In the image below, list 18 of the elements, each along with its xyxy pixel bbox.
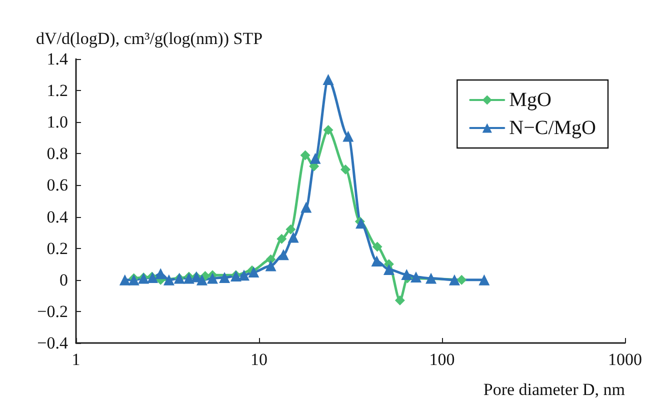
y-tick-label: −0.4 bbox=[37, 334, 68, 352]
x-tick-label: 100 bbox=[429, 350, 455, 369]
y-tick-label: 0.8 bbox=[46, 144, 68, 164]
y-tick-label: 0.6 bbox=[46, 176, 68, 195]
y-tick-label: 0 bbox=[60, 270, 68, 290]
y-tick-label: 1.4 bbox=[46, 50, 68, 68]
y-tick-label: −0.2 bbox=[37, 302, 68, 321]
x-tick-label: 1000 bbox=[608, 350, 642, 369]
y-tick-label: 0.4 bbox=[46, 207, 68, 226]
x-tick-label: 10 bbox=[250, 350, 268, 369]
legend-label: MgO bbox=[509, 89, 552, 111]
legend-label: N−C/MgO bbox=[509, 117, 596, 139]
y-axis-title: dV/d(logD), cm³/g(log(nm)) STP bbox=[36, 29, 263, 48]
x-tick-label: 1 bbox=[72, 350, 80, 369]
y-tick-label: 1.0 bbox=[46, 112, 68, 132]
x-axis-title: Pore diameter D, nm bbox=[483, 380, 625, 399]
y-tick-label: 1.2 bbox=[46, 81, 68, 100]
y-tick-label: 0.2 bbox=[46, 238, 68, 258]
